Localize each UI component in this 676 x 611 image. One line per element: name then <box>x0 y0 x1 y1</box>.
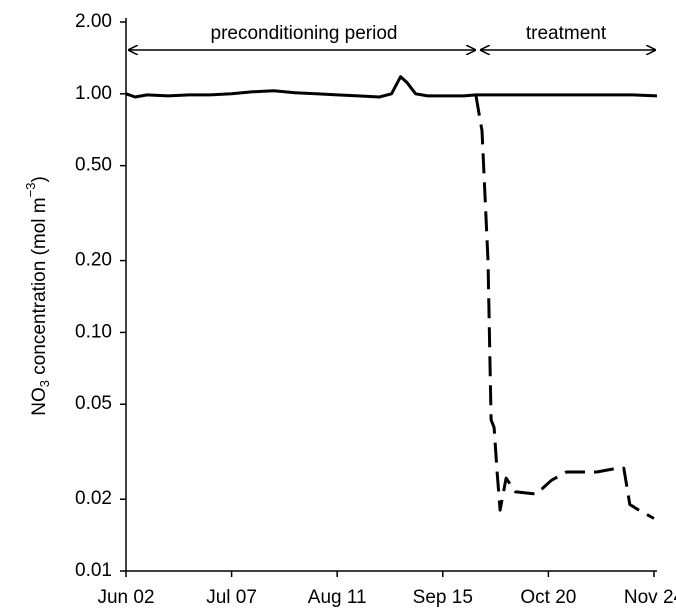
y-tick-label: 0.05 <box>75 393 112 414</box>
y-tick-label: 0.50 <box>75 155 112 176</box>
x-tick-label: Oct 20 <box>520 587 576 608</box>
annotation: preconditioning period <box>211 23 398 44</box>
y-tick-label: 1.00 <box>75 83 112 104</box>
y-label-sub: 3 <box>37 380 52 387</box>
y-axis-label: NO3 concentration (mol m−3) <box>23 176 52 416</box>
y-label-part: ) <box>29 176 50 182</box>
y-tick-label: 0.01 <box>75 560 112 581</box>
y-label-part: NO <box>29 387 50 416</box>
y-tick-label: 2.00 <box>75 11 112 32</box>
y-tick-label: 0.20 <box>75 250 112 271</box>
y-tick-label: 0.02 <box>75 488 112 509</box>
y-label-sup: −3 <box>23 183 38 198</box>
y-label-part: concentration (mol m <box>29 197 50 380</box>
x-tick-label: Nov 24 <box>624 587 676 608</box>
x-tick-label: Jun 02 <box>97 587 154 608</box>
x-tick-label: Aug 11 <box>308 587 367 608</box>
x-tick-label: Sep 15 <box>413 587 473 608</box>
series-line <box>125 75 658 99</box>
annotation: treatment <box>526 23 607 44</box>
x-tick-label: Jul 07 <box>206 587 257 608</box>
series-line <box>474 95 655 520</box>
y-tick-label: 0.10 <box>75 321 112 342</box>
